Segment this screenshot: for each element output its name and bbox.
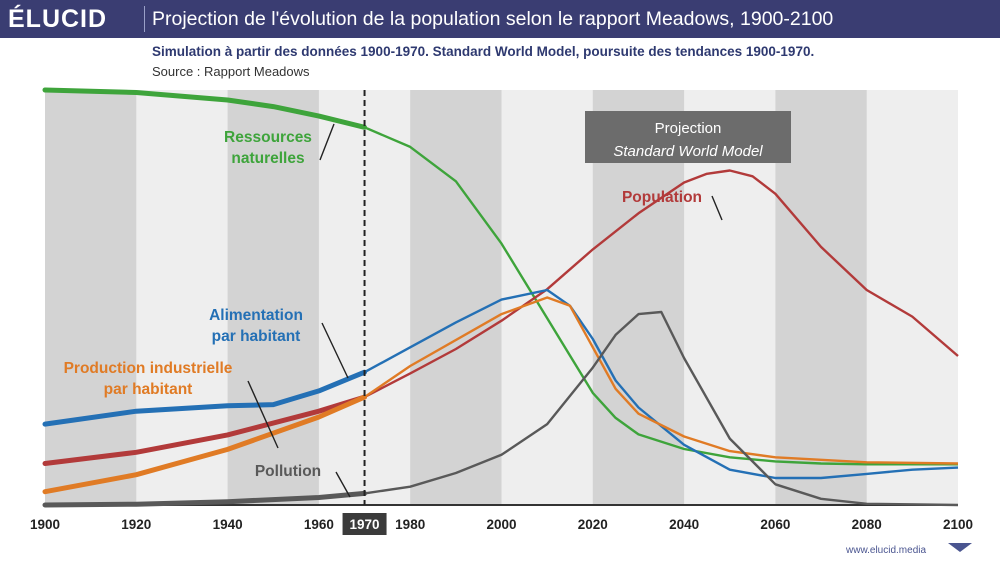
x-tick-label: 2100 <box>943 517 973 532</box>
chart-subtitle: Simulation à partir des données 1900-197… <box>152 44 815 59</box>
leader-line-pollution <box>335 471 351 498</box>
x-tick-label: 1980 <box>395 517 425 532</box>
series-label-line: Production industrielle <box>64 360 233 377</box>
x-tick-label: 2000 <box>486 517 516 532</box>
band-1900 <box>45 90 137 505</box>
website-link[interactable]: www.elucid.media <box>846 545 927 556</box>
series-history-production-industrielle-par-habitant <box>42 394 367 495</box>
series-label-production-industrielle-par-habitant: Production industrielle par habitant <box>64 360 233 398</box>
series-label-line: Pollution <box>255 463 321 480</box>
series-label-line: Ressources <box>224 129 312 146</box>
series-label-line: naturelles <box>231 150 304 167</box>
x-tick-label: 1970 <box>350 517 380 532</box>
series-label-line: par habitant <box>212 328 301 345</box>
title-separator <box>144 6 145 32</box>
x-tick-label: 2040 <box>669 517 699 532</box>
x-tick-label: 2020 <box>578 517 608 532</box>
leader-line-production-industrielle-par-habitant <box>247 380 279 449</box>
leader-line-population <box>711 195 723 221</box>
x-tick-label: 2080 <box>852 517 882 532</box>
x-tick-label: 1940 <box>213 517 243 532</box>
series-label-line: par habitant <box>104 381 193 398</box>
chart-title: Projection de l'évolution de la populati… <box>152 8 834 30</box>
projection-box <box>585 111 791 163</box>
leader-line-ressources-naturelles <box>319 123 335 161</box>
projection-model-label: Standard World Model <box>613 143 763 160</box>
series-history-population <box>42 394 367 466</box>
projection-label: Projection <box>655 120 722 137</box>
x-tick-label: 1900 <box>30 517 60 532</box>
series-history-pollution <box>42 490 367 508</box>
brand-logo: ÉLUCID <box>8 5 108 33</box>
series-label-alimentation-par-habitant: Alimentation par habitant <box>209 307 303 345</box>
leader-line-alimentation-par-habitant <box>321 322 349 379</box>
series-label-population: Population <box>622 189 702 206</box>
series-label-ressources-naturelles: Ressources naturelles <box>224 129 312 167</box>
series-label-line: Alimentation <box>209 307 303 324</box>
website-mark-icon <box>948 543 972 552</box>
x-tick-label: 1920 <box>121 517 151 532</box>
x-tick-label: 2060 <box>760 517 790 532</box>
series-label-pollution: Pollution <box>255 463 321 480</box>
series-label-line: Population <box>622 189 702 206</box>
chart-source: Source : Rapport Meadows <box>152 64 310 79</box>
x-tick-label: 1960 <box>304 517 334 532</box>
series-history-ressources-naturelles <box>42 87 367 130</box>
band-1980 <box>410 90 502 505</box>
highlight-year-box <box>342 513 387 535</box>
title-bar: ÉLUCID Projection de l'évolution de la p… <box>0 0 1000 38</box>
series-history-alimentation-par-habitant <box>42 369 367 427</box>
